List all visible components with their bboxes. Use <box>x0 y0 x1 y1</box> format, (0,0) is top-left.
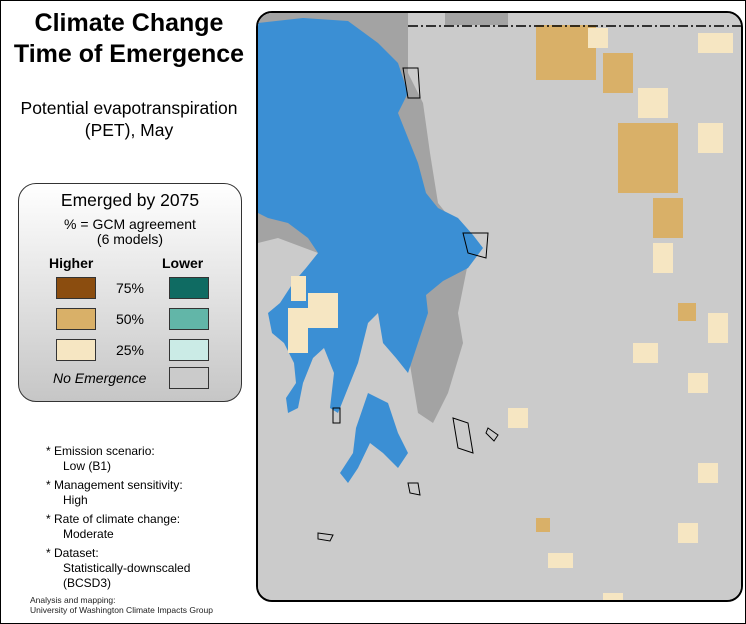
map-panel <box>256 11 743 602</box>
swatch-lower-25 <box>169 339 209 361</box>
subtitle-line-2: (PET), May <box>84 120 174 140</box>
note-management: * Management sensitivity: High <box>46 478 213 508</box>
legend-pct-50: 50% <box>115 311 145 327</box>
note-rate: * Rate of climate change: Moderate <box>46 512 213 542</box>
legend-higher-header: Higher <box>49 255 94 271</box>
note-dataset: * Dataset: Statistically-downscaled (BCS… <box>46 546 213 591</box>
credit: Analysis and mapping: University of Wash… <box>30 595 213 615</box>
swatch-lower-50 <box>169 308 209 330</box>
note-emission-value: Low (B1) <box>63 459 112 473</box>
legend-title: Emerged by 2075 <box>60 190 200 210</box>
note-management-value: High <box>63 493 88 507</box>
subtitle-line-1: Potential evapotranspiration <box>20 98 238 118</box>
note-dataset-value: Statistically-downscaled (BCSD3) <box>63 561 191 590</box>
legend-subtitle-line-1: % = GCM agreement <box>64 216 196 232</box>
legend-subtitle-line-2: (6 models) <box>96 231 164 247</box>
map-subtitle: Potential evapotranspiration (PET), May <box>0 97 258 141</box>
note-rate-label: * Rate of climate change: <box>46 512 181 526</box>
swatch-higher-75 <box>56 277 96 299</box>
note-emission-label: * Emission scenario: <box>46 444 155 458</box>
note-emission: * Emission scenario: Low (B1) <box>46 444 213 474</box>
map-svg <box>258 13 741 600</box>
legend-pct-25: 25% <box>115 342 145 358</box>
scenario-notes: * Emission scenario: Low (B1) * Manageme… <box>46 444 213 595</box>
water-south-inlet <box>340 393 408 483</box>
dark-land-top <box>445 13 508 25</box>
swatch-lower-75 <box>169 277 209 299</box>
credit-line-2: University of Washington Climate Impacts… <box>30 605 213 615</box>
title-line-1: Climate Change <box>34 9 224 37</box>
credit-line-1: Analysis and mapping: <box>30 595 116 605</box>
legend-box: Emerged by 2075 % = GCM agreement (6 mod… <box>18 183 242 402</box>
swatch-no-emergence <box>169 367 209 389</box>
legend-subtitle: % = GCM agreement (6 models) <box>19 217 241 247</box>
legend-lower-header: Lower <box>162 255 204 271</box>
swatch-higher-25 <box>56 339 96 361</box>
reservation-outlines <box>317 67 499 542</box>
legend-no-emergence-label: No Emergence <box>53 370 147 386</box>
emergence-50-cells <box>536 25 696 532</box>
note-dataset-label: * Dataset: <box>46 546 99 560</box>
emergence-25-cells <box>288 28 733 600</box>
map-title: Climate Change Time of Emergence <box>0 8 258 70</box>
swatch-higher-50 <box>56 308 96 330</box>
legend-pct-75: 75% <box>115 280 145 296</box>
note-rate-value: Moderate <box>63 527 114 541</box>
note-management-label: * Management sensitivity: <box>46 478 183 492</box>
title-line-2: Time of Emergence <box>13 40 245 68</box>
